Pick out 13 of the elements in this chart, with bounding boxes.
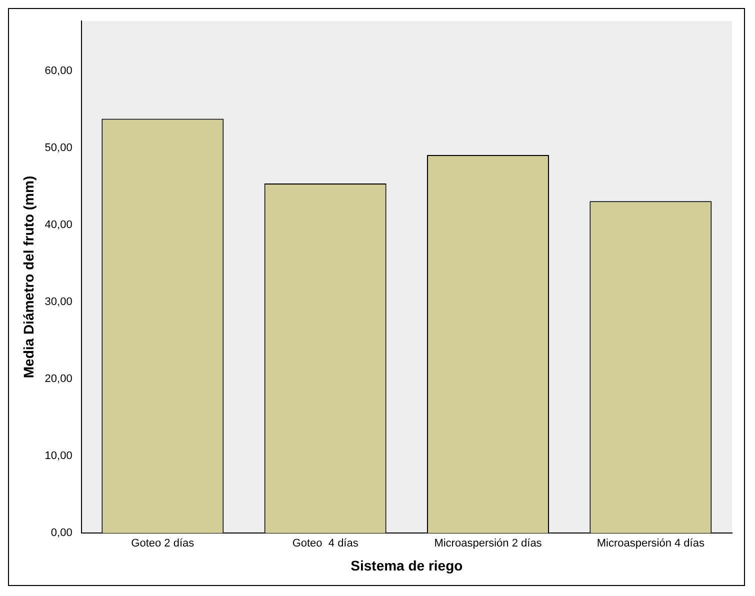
x-tick-label: Microaspersión 4 días [596, 538, 705, 550]
y-tick-label: 10,00 [44, 450, 72, 462]
y-axis-title: Media Diámetro del fruto (mm) [20, 176, 36, 378]
x-tick-label: Goteo 4 días [292, 538, 359, 550]
y-tick-label: 30,00 [44, 296, 72, 308]
x-axis-title: Sistema de riego [350, 557, 463, 574]
x-tick-label: Goteo 2 días [131, 538, 195, 550]
y-tick-label: 20,00 [44, 373, 72, 386]
y-tick-label: 0,00 [50, 527, 72, 540]
x-tick-label: Microaspersión 2 días [434, 538, 542, 550]
y-tick-label: 50,00 [44, 142, 72, 154]
y-tick-label: 60,00 [44, 65, 72, 78]
y-tick-label: 40,00 [44, 219, 72, 232]
